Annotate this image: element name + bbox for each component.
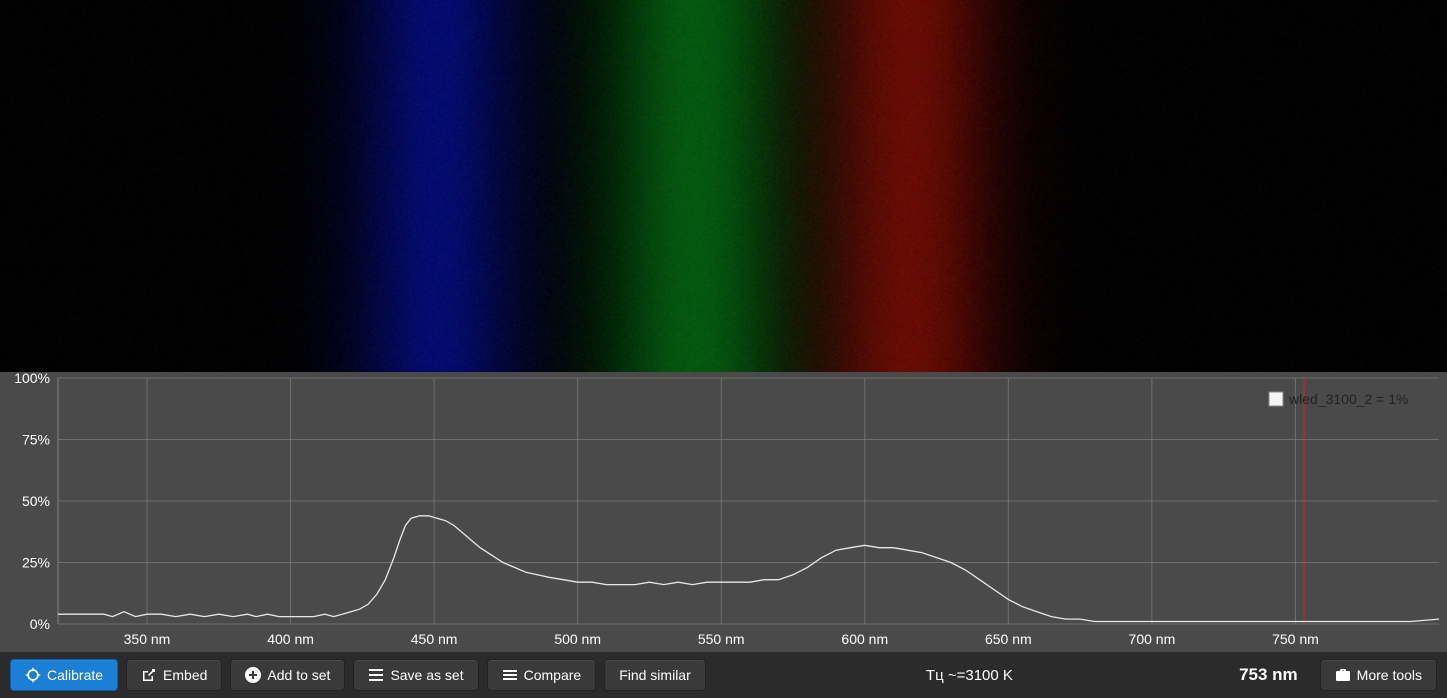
briefcase-icon xyxy=(1335,667,1351,683)
svg-text:400 nm: 400 nm xyxy=(267,631,314,647)
plus-circle-icon xyxy=(245,667,261,683)
svg-text:550 nm: 550 nm xyxy=(698,631,745,647)
share-icon xyxy=(141,667,157,683)
more-tools-button[interactable]: More tools xyxy=(1320,659,1437,691)
svg-text:600 nm: 600 nm xyxy=(841,631,888,647)
svg-text:50%: 50% xyxy=(22,493,50,509)
spectrum-image xyxy=(0,0,1447,372)
svg-text:0%: 0% xyxy=(30,616,50,632)
spectrum-canvas xyxy=(0,0,1447,372)
embed-button[interactable]: Embed xyxy=(126,659,222,691)
cursor-wavelength-readout: 753 nm xyxy=(1233,665,1312,685)
status-temperature: Тц ~=3100 K xyxy=(914,667,1025,684)
intensity-chart[interactable]: 0% 25% 50% 75% 100% 350 nm 400 nm 450 nm 500 nm 5… xyxy=(0,372,1447,652)
calibrate-label: Calibrate xyxy=(47,667,103,683)
svg-text:wled_3100_2 = 1%: wled_3100_2 = 1% xyxy=(1288,391,1409,407)
svg-text:350 nm: 350 nm xyxy=(124,631,171,647)
save-as-set-button[interactable]: Save as set xyxy=(353,659,478,691)
svg-text:700 nm: 700 nm xyxy=(1129,631,1176,647)
list-icon xyxy=(368,667,384,683)
find-similar-button[interactable]: Find similar xyxy=(604,659,706,691)
toolbar: Calibrate Embed Add to set Save as set C xyxy=(0,652,1447,698)
target-icon xyxy=(25,667,41,683)
svg-text:75%: 75% xyxy=(22,432,50,448)
svg-text:500 nm: 500 nm xyxy=(554,631,601,647)
svg-text:450 nm: 450 nm xyxy=(411,631,458,647)
svg-text:25%: 25% xyxy=(22,555,50,571)
compare-button[interactable]: Compare xyxy=(487,659,597,691)
svg-text:100%: 100% xyxy=(14,372,50,386)
add-to-set-button[interactable]: Add to set xyxy=(230,659,345,691)
calibrate-button[interactable]: Calibrate xyxy=(10,659,118,691)
add-to-set-label: Add to set xyxy=(267,667,330,683)
compare-label: Compare xyxy=(524,667,582,683)
svg-text:750 nm: 750 nm xyxy=(1272,631,1319,647)
embed-label: Embed xyxy=(163,667,207,683)
find-similar-label: Find similar xyxy=(619,667,691,683)
more-tools-label: More tools xyxy=(1357,667,1422,683)
save-as-set-label: Save as set xyxy=(390,667,463,683)
svg-text:650 nm: 650 nm xyxy=(985,631,1032,647)
bars-icon xyxy=(502,667,518,683)
